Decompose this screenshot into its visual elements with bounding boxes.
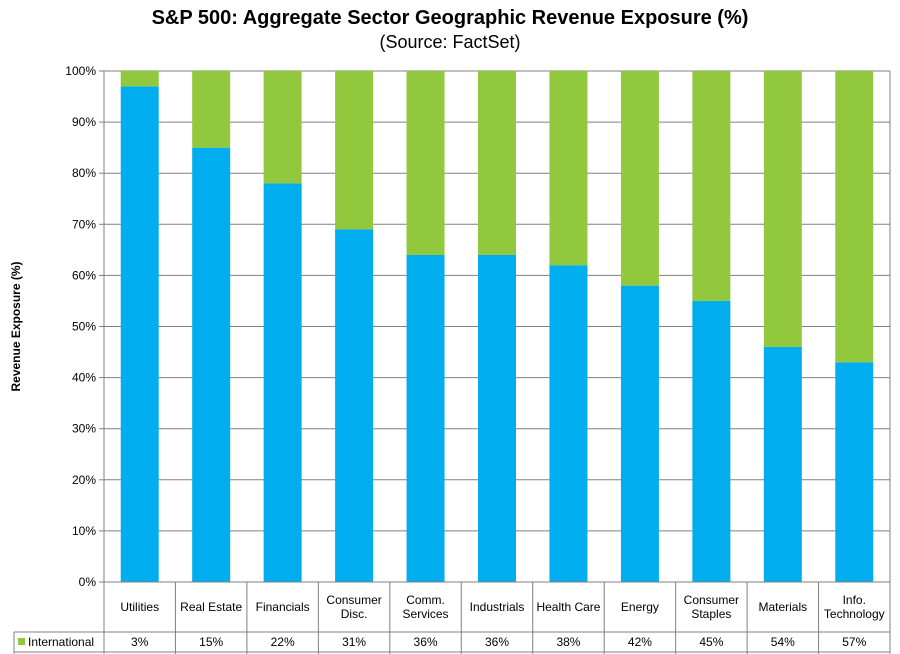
y-axis-title: Revenue Exposure (%): [9, 261, 23, 391]
bar-international: [335, 71, 374, 230]
table-value: 15%: [199, 635, 223, 649]
bar-united-states: [263, 183, 302, 583]
bar-international: [692, 71, 731, 301]
bar-international: [549, 71, 588, 266]
table-value: 3%: [131, 635, 149, 649]
bar-international: [263, 71, 302, 184]
bar-united-states: [406, 254, 445, 582]
table-value: 38%: [556, 635, 580, 649]
y-tick-label: 90%: [72, 115, 96, 129]
x-category-label: Financials: [256, 600, 310, 614]
bar-international: [406, 71, 445, 255]
y-tick-label: 40%: [72, 371, 96, 385]
table-value: 36%: [414, 635, 438, 649]
x-category-label: Health Care: [536, 600, 600, 614]
bar-united-states: [192, 147, 231, 582]
legend-key: [18, 638, 25, 645]
x-category-label: Materials: [758, 600, 807, 614]
x-category-label: Disc.: [341, 607, 368, 621]
bar-united-states: [763, 346, 802, 582]
bar-international: [763, 71, 802, 347]
x-category-label: Real Estate: [180, 600, 242, 614]
y-tick-label: 30%: [72, 422, 96, 436]
y-tick-label: 0%: [79, 575, 97, 589]
table-value: 22%: [271, 635, 295, 649]
bar-united-states: [835, 362, 874, 582]
bar-united-states: [692, 300, 731, 582]
bar-united-states: [549, 265, 588, 582]
y-tick-label: 50%: [72, 320, 96, 334]
y-tick-label: 20%: [72, 473, 96, 487]
chart-subtitle: (Source: FactSet): [379, 32, 521, 52]
bar-united-states: [620, 285, 659, 582]
bar-international: [120, 71, 159, 87]
bar-united-states: [120, 86, 159, 582]
bar-international: [835, 71, 874, 363]
x-category-label: Energy: [621, 600, 659, 614]
y-tick-label: 10%: [72, 524, 96, 538]
x-category-label: Info.: [843, 593, 866, 607]
y-tick-label: 70%: [72, 217, 96, 231]
x-category-label: Consumer: [326, 593, 381, 607]
x-category-label: Consumer: [684, 593, 739, 607]
x-category-label: Services: [403, 607, 449, 621]
table-value: 31%: [342, 635, 366, 649]
bar-international: [478, 71, 516, 255]
table-value: 54%: [771, 635, 795, 649]
table-value: 45%: [699, 635, 723, 649]
chart-title: S&P 500: Aggregate Sector Geographic Rev…: [151, 7, 749, 29]
bar-international: [192, 71, 231, 148]
bar-international: [620, 71, 659, 286]
x-category-label: Comm.: [406, 593, 445, 607]
table-value: 57%: [842, 635, 866, 649]
y-tick-label: 60%: [72, 268, 96, 282]
table-value: 42%: [628, 635, 652, 649]
table-value: 36%: [485, 635, 509, 649]
y-tick-label: 80%: [72, 166, 96, 180]
bar-united-states: [478, 254, 516, 582]
y-tick-label: 100%: [65, 64, 96, 78]
x-category-label: Utilities: [120, 600, 159, 614]
bar-united-states: [335, 229, 374, 582]
legend-label: International: [28, 635, 94, 649]
x-category-label: Technology: [824, 607, 885, 621]
x-category-label: Staples: [691, 607, 731, 621]
x-category-label: Industrials: [470, 600, 525, 614]
